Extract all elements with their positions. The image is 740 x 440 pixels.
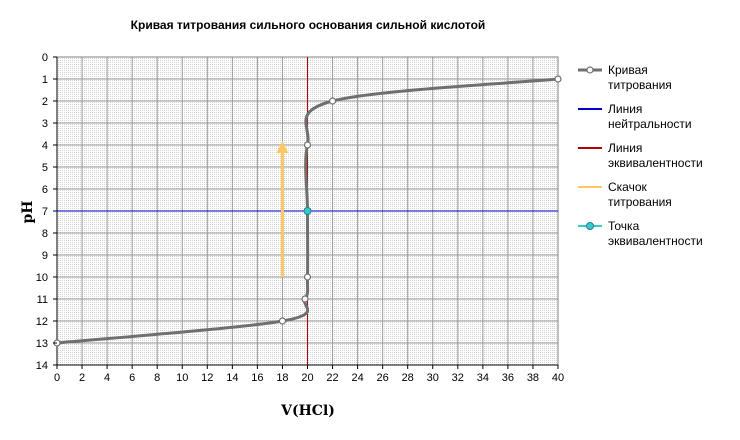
y-tick-label: 6 xyxy=(42,184,48,196)
series-layer xyxy=(53,57,562,365)
y-tick-label: 1 xyxy=(42,74,48,86)
legend: КриваятитрованияЛиниянейтральностиЛинияэ… xyxy=(578,63,703,248)
tick-labels: 0 2 4 6 8 10 12 14 16 18 20 22 24 26 28 30 32 34 36 38 40012… xyxy=(36,52,564,384)
titration-curve-marker xyxy=(328,97,337,105)
titration-jump-arrowhead xyxy=(276,141,289,153)
y-tick-label: 8 xyxy=(42,228,48,240)
x-tick-label: 34 xyxy=(477,372,489,384)
x-tick-label: 8 xyxy=(154,372,160,384)
y-tick-label: 12 xyxy=(36,316,48,328)
legend-label-line2: титрования xyxy=(608,78,672,92)
x-tick-label: 16 xyxy=(251,372,263,384)
legend-label-line1: Скачок xyxy=(608,180,648,194)
legend-label-line1: Кривая xyxy=(608,63,648,77)
y-tick-label: 4 xyxy=(42,140,48,152)
y-tick-label: 7 xyxy=(42,206,48,218)
x-tick-label: 24 xyxy=(351,372,363,384)
legend-swatch-marker xyxy=(586,222,594,230)
legend-label-line2: титрования xyxy=(608,195,672,209)
x-tick-label: 12 xyxy=(201,372,213,384)
x-tick-label: 10 xyxy=(176,372,188,384)
y-tick-label: 14 xyxy=(36,360,48,372)
x-tick-label: 22 xyxy=(326,372,338,384)
x-tick-label: 32 xyxy=(452,372,464,384)
x-tick-label: 20 xyxy=(301,372,313,384)
titration-curve-marker xyxy=(303,141,312,149)
legend-label-line2: нейтральности xyxy=(608,117,692,131)
y-tick-label: 10 xyxy=(36,272,48,284)
y-tick-label: 2 xyxy=(42,96,48,108)
x-tick-label: 14 xyxy=(226,372,238,384)
legend-label-line1: Линия xyxy=(608,141,642,155)
y-tick-label: 11 xyxy=(37,294,48,306)
equivalence-point xyxy=(303,207,312,215)
titration-curve-marker xyxy=(278,317,287,325)
legend-label-line1: Линия xyxy=(608,102,642,116)
x-tick-label: 2 xyxy=(79,372,85,384)
y-tick-label: 13 xyxy=(36,338,48,350)
x-tick-label: 36 xyxy=(502,372,514,384)
y-tick-label: 3 xyxy=(42,118,48,130)
y-tick-label: 0 xyxy=(42,52,48,64)
x-tick-label: 40 xyxy=(552,372,564,384)
x-tick-label: 26 xyxy=(377,372,389,384)
legend-label-line2: эквивалентности xyxy=(608,156,703,170)
chart-title: Кривая титрования сильного основания сил… xyxy=(131,18,486,32)
y-axis-title: pH xyxy=(20,200,36,223)
titration-curve-marker xyxy=(301,295,309,303)
y-tick-label: 5 xyxy=(42,162,48,174)
legend-label-line1: Точка xyxy=(608,219,640,233)
y-tick-label: 9 xyxy=(42,250,48,262)
x-tick-label: 28 xyxy=(402,372,414,384)
titration-curve-line xyxy=(56,77,559,345)
legend-swatch-marker xyxy=(586,66,594,74)
titration-curve-marker xyxy=(303,273,312,281)
x-tick-label: 18 xyxy=(276,372,288,384)
x-tick-label: 6 xyxy=(129,372,135,384)
x-tick-label: 4 xyxy=(104,372,110,384)
x-tick-label: 38 xyxy=(527,372,539,384)
x-tick-label: 0 xyxy=(54,372,60,384)
x-axis-title: V(HCl) xyxy=(280,403,335,419)
legend-label-line2: эквивалентности xyxy=(608,234,703,248)
x-tick-label: 30 xyxy=(427,372,439,384)
titration-curve-marker xyxy=(554,75,562,83)
